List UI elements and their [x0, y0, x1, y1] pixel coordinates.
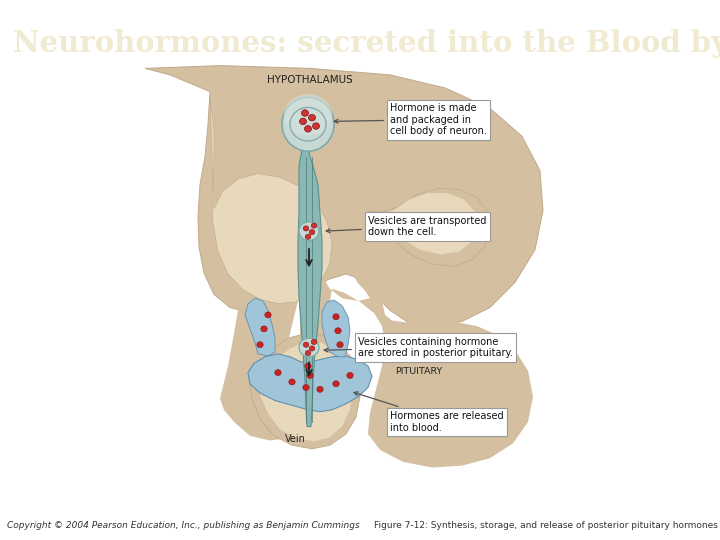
- Circle shape: [307, 373, 313, 379]
- Text: Vein: Vein: [284, 434, 305, 444]
- Circle shape: [305, 363, 311, 369]
- Circle shape: [289, 379, 295, 385]
- Circle shape: [265, 312, 271, 318]
- Ellipse shape: [284, 94, 332, 136]
- Circle shape: [337, 342, 343, 348]
- Circle shape: [303, 384, 309, 390]
- Circle shape: [299, 338, 319, 357]
- Circle shape: [335, 328, 341, 334]
- Circle shape: [299, 222, 319, 240]
- Polygon shape: [368, 188, 490, 267]
- Text: Hormones are released
into blood.: Hormones are released into blood.: [354, 392, 503, 433]
- Circle shape: [261, 326, 267, 332]
- Circle shape: [303, 342, 309, 347]
- Circle shape: [300, 118, 307, 125]
- Text: Copyright © 2004 Pearson Education, Inc., publishing as Benjamin Cummings: Copyright © 2004 Pearson Education, Inc.…: [7, 521, 360, 530]
- Text: Vesicles are transported
down the cell.: Vesicles are transported down the cell.: [326, 216, 487, 238]
- Circle shape: [275, 369, 282, 376]
- Polygon shape: [210, 96, 332, 304]
- Text: Vesicles containing hormone
are stored in posterior pituitary.: Vesicles containing hormone are stored i…: [324, 336, 513, 358]
- Polygon shape: [322, 300, 350, 357]
- Polygon shape: [245, 298, 275, 356]
- Circle shape: [308, 114, 315, 121]
- Text: Neurohormones: secreted into the Blood by Neurons: Neurohormones: secreted into the Blood b…: [13, 29, 720, 58]
- Polygon shape: [248, 354, 372, 411]
- Circle shape: [333, 314, 339, 320]
- Text: POSTERIOR
PITUITARY: POSTERIOR PITUITARY: [395, 356, 449, 376]
- Polygon shape: [375, 193, 478, 254]
- Circle shape: [302, 110, 308, 116]
- Circle shape: [347, 373, 354, 379]
- Circle shape: [317, 387, 323, 393]
- Circle shape: [309, 230, 315, 235]
- Polygon shape: [298, 150, 322, 427]
- Text: HYPOTHALAMUS: HYPOTHALAMUS: [267, 76, 353, 85]
- Circle shape: [311, 339, 317, 345]
- Text: Figure 7-12: Synthesis, storage, and release of posterior pituitary hormones: Figure 7-12: Synthesis, storage, and rel…: [374, 521, 719, 530]
- Polygon shape: [248, 334, 360, 449]
- Circle shape: [311, 223, 317, 228]
- Polygon shape: [220, 171, 533, 468]
- Circle shape: [305, 350, 311, 356]
- Circle shape: [312, 123, 320, 129]
- Circle shape: [303, 226, 309, 231]
- Text: Hormone is made
and packaged in
cell body of neuron.: Hormone is made and packaged in cell bod…: [334, 103, 487, 136]
- Polygon shape: [145, 65, 543, 326]
- Circle shape: [305, 234, 311, 239]
- Ellipse shape: [282, 97, 334, 151]
- Polygon shape: [256, 342, 352, 442]
- Circle shape: [305, 126, 312, 132]
- Circle shape: [333, 381, 339, 387]
- Circle shape: [257, 342, 264, 348]
- Circle shape: [309, 346, 315, 351]
